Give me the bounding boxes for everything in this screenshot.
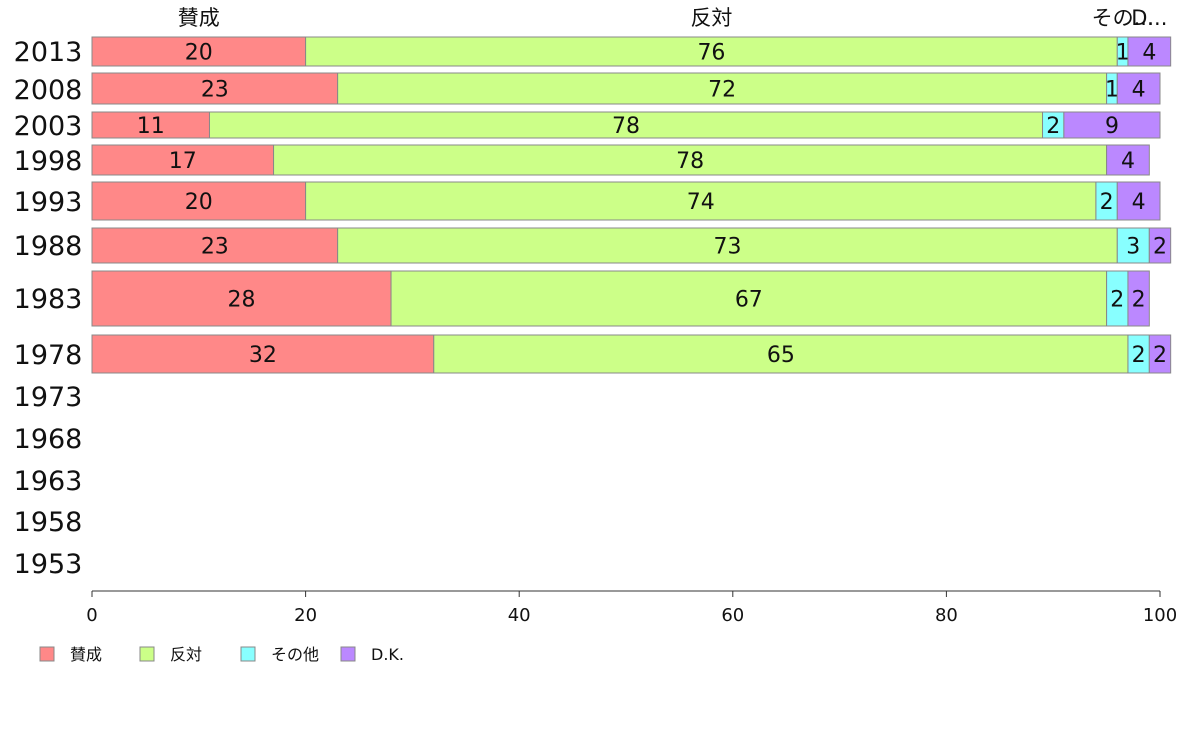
bar-segment-2013-3: [1127, 36, 1172, 67]
x-tick-label-20: 20: [294, 605, 317, 626]
year-label-1978: 1978: [14, 340, 83, 371]
bar-segment-1993-3: [1116, 181, 1161, 221]
value-label-1993-1: 74: [687, 190, 715, 215]
legend-swatch-3: [340, 646, 356, 662]
bar-segment-1988-2: [1116, 227, 1150, 264]
x-tick-label-80: 80: [935, 605, 958, 626]
year-label-1968: 1968: [14, 424, 83, 455]
value-label-2013-3: 4: [1142, 41, 1156, 66]
bar-segment-1988-1: [337, 227, 1118, 264]
value-label-1978-1: 65: [767, 343, 795, 368]
value-label-1978-0: 32: [249, 343, 277, 368]
bar-segment-2013-0: [91, 36, 307, 67]
bar-segment-1983-1: [390, 270, 1108, 327]
value-label-1983-1: 67: [735, 288, 763, 313]
bar-segment-1978-3: [1148, 334, 1172, 374]
bar-segment-2008-1: [337, 72, 1108, 105]
value-label-1988-3: 2: [1153, 235, 1167, 260]
value-label-2003-1: 78: [612, 114, 640, 139]
value-label-2008-1: 72: [708, 78, 736, 103]
value-label-1993-0: 20: [185, 190, 213, 215]
bar-segment-2003-1: [208, 111, 1044, 139]
x-tick-label-100: 100: [1143, 605, 1177, 626]
value-label-1988-0: 23: [201, 235, 229, 260]
bar-segment-1978-0: [91, 334, 435, 374]
value-label-1998-3: 4: [1121, 149, 1135, 174]
value-label-1993-2: 2: [1100, 190, 1114, 215]
year-label-2013: 2013: [14, 37, 83, 68]
value-label-1983-0: 28: [228, 288, 256, 313]
value-label-2008-3: 4: [1132, 78, 1146, 103]
value-label-2008-0: 23: [201, 78, 229, 103]
value-label-1993-3: 4: [1132, 190, 1146, 215]
year-label-1958: 1958: [14, 507, 83, 538]
value-label-2003-3: 9: [1105, 114, 1119, 139]
year-label-2008: 2008: [14, 75, 83, 106]
value-label-1983-2: 2: [1110, 288, 1124, 313]
value-label-2013-2: 1: [1116, 41, 1130, 66]
column-header-2: その...: [1092, 6, 1154, 30]
bar-segment-1998-1: [273, 144, 1108, 176]
x-tick-label-0: 0: [86, 605, 97, 626]
column-header-0: 賛成: [178, 6, 220, 30]
value-label-2003-2: 2: [1046, 114, 1060, 139]
bar-segment-1998-0: [91, 144, 275, 176]
year-label-1953: 1953: [14, 549, 83, 580]
year-label-1988: 1988: [14, 231, 83, 262]
value-label-2013-0: 20: [185, 41, 213, 66]
x-tick-label-60: 60: [721, 605, 744, 626]
legend-swatch-2: [240, 646, 256, 662]
x-tick-label-40: 40: [508, 605, 531, 626]
bar-segment-1998-3: [1106, 144, 1150, 176]
legend-label-1: 反対: [170, 645, 202, 664]
value-label-2003-0: 11: [137, 114, 165, 139]
year-label-1963: 1963: [14, 466, 83, 497]
year-label-1973: 1973: [14, 382, 83, 413]
value-label-1978-3: 2: [1153, 343, 1167, 368]
value-label-1988-1: 73: [713, 235, 741, 260]
value-label-2013-1: 76: [697, 41, 725, 66]
legend-label-0: 賛成: [70, 645, 102, 664]
column-header-3: D...: [1131, 6, 1167, 30]
bar-segment-1983-3: [1127, 270, 1150, 327]
year-label-1993: 1993: [14, 187, 83, 218]
bar-segment-2003-3: [1063, 111, 1161, 139]
column-header-1: 反対: [690, 6, 732, 30]
bar-segment-2003-0: [91, 111, 210, 139]
value-label-2008-2: 1: [1105, 78, 1119, 103]
year-label-2003: 2003: [14, 111, 83, 142]
bar-segment-1983-0: [91, 270, 392, 327]
year-label-1983: 1983: [14, 284, 83, 315]
bar-segment-2013-1: [305, 36, 1118, 67]
value-label-1978-2: 2: [1132, 343, 1146, 368]
legend-swatch-0: [39, 646, 55, 662]
legend-label-2: その他: [271, 645, 319, 664]
value-label-1988-2: 3: [1126, 235, 1140, 260]
value-label-1983-3: 2: [1132, 288, 1146, 313]
legend-swatch-1: [139, 646, 155, 662]
value-label-1998-1: 78: [676, 149, 704, 174]
legend-label-3: D.K.: [371, 645, 404, 664]
value-label-1998-0: 17: [169, 149, 197, 174]
year-label-1998: 1998: [14, 146, 83, 177]
bar-segment-1988-3: [1148, 227, 1172, 264]
bar-segment-2008-3: [1116, 72, 1161, 105]
